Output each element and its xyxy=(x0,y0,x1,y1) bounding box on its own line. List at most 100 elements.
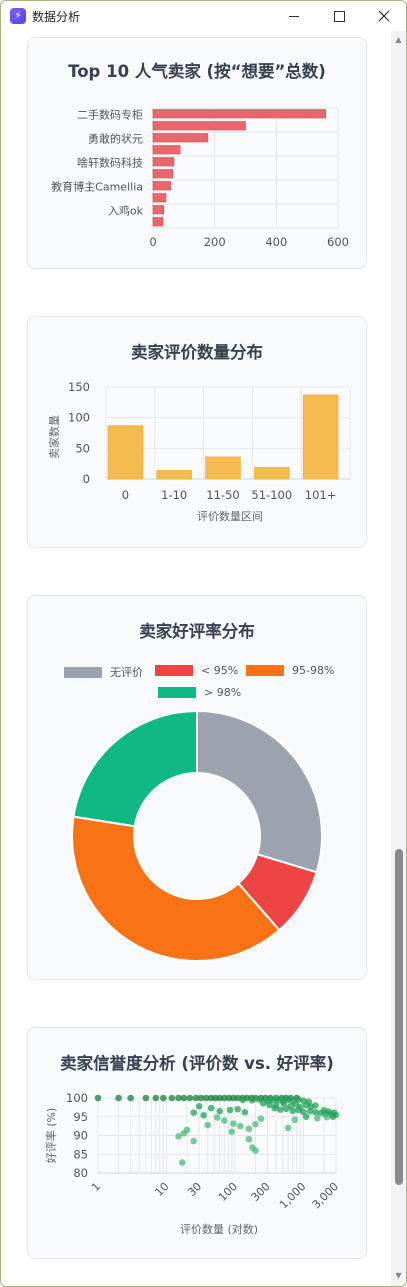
scatter-point xyxy=(196,1103,203,1110)
bar xyxy=(153,182,171,191)
scatter-point xyxy=(285,1125,292,1132)
scatter-point xyxy=(260,1100,267,1107)
credibility-card: 卖家信誉度分析 (评价数 vs. 好评率) 80 85 90 95 100 1 10 30 10… xyxy=(27,1027,367,1259)
x-axis-label: 评价数量 (对数) xyxy=(180,1222,258,1236)
bar xyxy=(153,146,180,155)
scroll-up-icon[interactable]: ▲ xyxy=(391,33,406,47)
window-title: 数据分析 xyxy=(32,8,80,25)
rating-donut-chart xyxy=(28,596,366,979)
scatter-point xyxy=(187,1095,194,1102)
bar xyxy=(153,110,326,119)
y-tick-label: 勇敢的状元 xyxy=(88,132,143,146)
scatter-point xyxy=(239,1097,246,1104)
scatter-point xyxy=(246,1136,253,1143)
scroll-down-icon[interactable]: ▼ xyxy=(391,1269,406,1283)
scatter-point xyxy=(307,1108,314,1115)
y-tick-label: 85 xyxy=(73,1147,88,1161)
x-tick-label: 100 xyxy=(216,1180,240,1204)
maximize-button[interactable] xyxy=(316,1,362,31)
y-tick-label: 0 xyxy=(83,472,90,486)
y-tick-label: 教育博主Camellia xyxy=(51,180,143,194)
bar xyxy=(254,467,289,479)
titlebar: ⚡ 数据分析 xyxy=(1,1,406,31)
y-tick-label: 二手数码专柜 xyxy=(77,108,143,122)
y-tick-label: 95 xyxy=(73,1110,88,1124)
scatter-point xyxy=(277,1106,284,1113)
y-tick-label: 80 xyxy=(73,1166,88,1180)
scatter-point xyxy=(153,1095,160,1102)
x-tick-label: 400 xyxy=(265,235,287,249)
scatter-point xyxy=(200,1112,207,1119)
x-tick-label: 1 xyxy=(89,1180,103,1194)
close-button[interactable] xyxy=(361,1,407,31)
bar xyxy=(108,426,143,479)
x-tick-label: 600 xyxy=(327,235,349,249)
x-tick-label: 300 xyxy=(249,1180,273,1204)
app-lightning-icon: ⚡ xyxy=(10,8,26,24)
x-tick-label: 10 xyxy=(152,1180,171,1199)
scatter-point xyxy=(314,1115,321,1122)
credibility-scatter-chart: 80 85 90 95 100 1 10 30 100 300 1,000 3,000 评价数量 (对数… xyxy=(28,1028,366,1258)
scatter-point xyxy=(321,1107,328,1114)
y-tick-label: 100 xyxy=(68,411,90,425)
scatter-point xyxy=(216,1108,223,1115)
scatter-point xyxy=(312,1102,319,1109)
bar xyxy=(206,457,241,479)
bar xyxy=(153,218,163,227)
scatter-point xyxy=(175,1133,182,1140)
scatter-point xyxy=(179,1159,186,1166)
bar xyxy=(157,470,192,479)
vertical-scrollbar[interactable]: ▲ ▼ xyxy=(391,31,406,1286)
scatter-point xyxy=(252,1147,259,1154)
scatter-point xyxy=(323,1114,330,1121)
y-tick-label: 入鸡ok xyxy=(108,204,144,218)
scatter-point xyxy=(190,1138,197,1145)
scatter-point xyxy=(234,1106,241,1113)
bar xyxy=(153,206,164,215)
x-axis-label: 评价数量区间 xyxy=(197,510,263,523)
scatter-point xyxy=(227,1107,234,1114)
x-tick-label: 3,000 xyxy=(310,1180,341,1211)
scatter-point xyxy=(291,1116,298,1123)
x-tick-label: 0 xyxy=(149,235,156,249)
x-tick-label: 11-50 xyxy=(206,488,239,502)
bar xyxy=(153,134,208,143)
scatter-point xyxy=(289,1107,296,1114)
scatter-point xyxy=(115,1095,122,1102)
scatter-point xyxy=(249,1097,256,1104)
scatter-point xyxy=(283,1106,290,1113)
y-tick-label: 50 xyxy=(75,441,90,455)
minimize-icon xyxy=(289,16,299,17)
scatter-point xyxy=(228,1128,235,1135)
scatter-point xyxy=(303,1113,310,1120)
bar xyxy=(153,170,173,179)
y-axis-label: 卖家数量 xyxy=(47,415,61,459)
scatter-point xyxy=(190,1109,197,1116)
x-tick-label: 200 xyxy=(204,235,226,249)
y-axis-label: 好评率 (%) xyxy=(44,1108,58,1164)
scatter-point xyxy=(221,1117,228,1124)
dashboard-content[interactable]: Top 10 人气卖家 (按“想要”总数) 0 200 400 600 二手数码专柜 勇敢… xyxy=(1,31,391,1286)
scatter-point xyxy=(160,1095,167,1102)
bar xyxy=(303,395,338,479)
scatter-point xyxy=(95,1095,102,1102)
scroll-thumb[interactable] xyxy=(395,849,403,1185)
close-icon xyxy=(378,10,390,22)
x-tick-label: 1-10 xyxy=(161,488,187,502)
x-tick-label: 0 xyxy=(122,488,129,502)
top-sellers-card: Top 10 人气卖家 (按“想要”总数) 0 200 400 600 二手数码专柜 勇敢… xyxy=(27,37,367,269)
minimize-button[interactable] xyxy=(271,1,317,31)
scatter-point xyxy=(214,1114,221,1121)
x-tick-label: 101+ xyxy=(305,488,337,502)
bar xyxy=(153,122,246,131)
scatter-point xyxy=(143,1095,150,1102)
scatter-point xyxy=(242,1109,249,1116)
scatter-point xyxy=(258,1115,265,1122)
bar xyxy=(153,158,174,167)
y-tick-label: 100 xyxy=(66,1091,88,1105)
scatter-point xyxy=(181,1095,188,1102)
scatter-point xyxy=(271,1105,278,1112)
y-tick-label: 90 xyxy=(73,1129,88,1143)
